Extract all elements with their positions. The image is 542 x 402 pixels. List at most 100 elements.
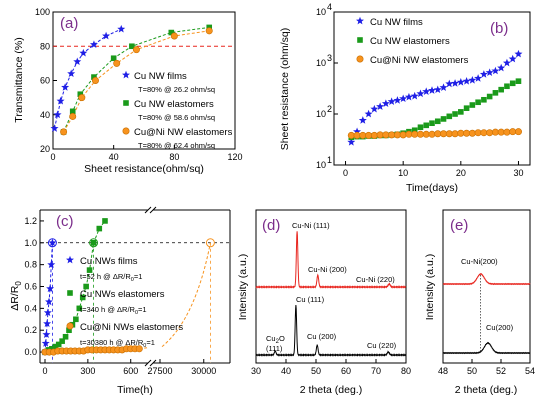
- panel-c-point-s2: [55, 341, 62, 348]
- panel-d-xtick-label: 50: [311, 366, 321, 376]
- panel-d-peak-label-cu-ni-111: Cu-Ni (111): [292, 221, 330, 230]
- panel-c-legend-entry-1: Cu NWs films: [80, 256, 138, 267]
- panel-a-ytick-label: 100: [35, 7, 50, 17]
- panel-b-point-s3: [347, 131, 355, 139]
- panel-b-point-s2: [469, 102, 476, 108]
- panel-b-point-s3: [388, 131, 396, 139]
- panel-c-point-s2: [86, 267, 93, 273]
- panel-a-point-s1: [117, 24, 126, 33]
- panel-b-xtick-label: 20: [456, 168, 466, 178]
- panel-b-ytick-exponent: 2: [327, 104, 332, 114]
- panel-b-point-s2: [446, 113, 453, 120]
- panel-a-point-s3: [78, 94, 86, 102]
- panel-c-point-s1: [42, 330, 51, 338]
- panel-b-point-s3: [434, 130, 442, 138]
- panel-b-point-s1: [422, 87, 431, 95]
- panel-a-xtick-label: 80: [169, 152, 179, 162]
- panel-a-legend-entry-2: Cu NW elastomers: [134, 99, 214, 110]
- panel-c-ytick-label: 0.0: [24, 347, 37, 357]
- panel-c-point-s1: [43, 319, 52, 328]
- panel-e-label: (e): [450, 217, 468, 234]
- panel-a-legend-marker-3: [122, 127, 130, 135]
- panel-b-ylabel: Sheet resistance (ohm/sq): [279, 28, 291, 151]
- panel-b-point-s3: [457, 129, 465, 137]
- panel-a-point-s3: [113, 59, 121, 67]
- panel-e-xlabel: 2 theta (deg.): [455, 384, 517, 396]
- panel-b-point-s2: [411, 127, 418, 134]
- panel-b-label: (b): [490, 20, 508, 37]
- panel-c-point-s2: [90, 239, 97, 246]
- panel-a-ytick-label: 60: [40, 76, 50, 86]
- panel-b-point-s1: [410, 91, 419, 100]
- panel-b-point-s1: [387, 97, 396, 105]
- panel-c-xtick-label: 30000: [191, 366, 216, 376]
- panel-a-fit-1: [54, 28, 122, 129]
- panel-b-point-s2: [417, 124, 424, 131]
- panel-a-ylabel: Transmittance (%): [13, 37, 25, 122]
- panel-b-ytick-label: 10: [316, 58, 326, 68]
- panel-b-point-s1: [364, 109, 373, 118]
- panel-c-point-s1: [47, 260, 56, 269]
- panel-b-point-s3: [463, 129, 471, 137]
- panel-c-point-s2: [59, 338, 65, 344]
- panel-c-legend-entry-2: Cu NWs elastomers: [80, 289, 165, 300]
- panel-d-xtick-label: 40: [281, 366, 291, 376]
- panel-b-point-s1: [497, 63, 506, 72]
- panel-b-point-s1: [428, 86, 436, 94]
- panel-b-legend-marker-1: [356, 16, 364, 25]
- panel-c-legend: Cu NWs films t=52 h @ ΔR/R0=1 Cu NWs ela…: [66, 255, 183, 349]
- panel-c-ytick-label: 0.6: [24, 282, 37, 292]
- panel-d-peak-label-cu-111: Cu (111): [296, 295, 325, 304]
- panel-b-point-s2: [481, 96, 487, 103]
- panel-b-point-s2: [509, 80, 516, 87]
- panel-c-xlabel: Time(h): [117, 384, 153, 396]
- panel-a-point-s2: [91, 74, 97, 80]
- panel-d-peak-label-cu-ni-200: Cu-Ni (200): [308, 265, 347, 274]
- panel-d-peak-label-cu-200: Cu (200): [307, 332, 337, 341]
- panel-b-point-s3: [353, 131, 361, 139]
- panel-b-point-s1: [370, 104, 379, 113]
- panel-b-point-s2: [429, 120, 435, 127]
- panel-b-point-s1: [474, 74, 483, 82]
- panel-a-point-s3: [69, 112, 77, 120]
- panel-b-point-s3: [359, 131, 367, 139]
- panel-b-point-s2: [452, 111, 458, 117]
- panel-a-point-s1: [67, 69, 76, 78]
- panel-b-point-s3: [411, 130, 419, 138]
- panel-c-point-s2: [96, 225, 103, 232]
- panel-e-ylabel: Intensity (a.u.): [424, 254, 436, 321]
- panel-d-ylabel: Intensity (a.u.): [237, 254, 249, 321]
- panel-b-point-s1: [358, 116, 367, 124]
- panel-d-peak-label-cu-220: Cu (220): [367, 341, 397, 350]
- panel-b-point-s1: [485, 68, 494, 76]
- panel-b-legend-entry-1: Cu NW films: [370, 17, 423, 28]
- panel-b-point-s1: [462, 76, 471, 85]
- panel-c-crossing-marker-3: [205, 238, 215, 248]
- panel-a-legend-note-3: T=80% @ 62.4 ohm/sq: [138, 141, 215, 150]
- panel-d-oxide-index: (111): [266, 344, 283, 353]
- panel-b-point-s1: [491, 66, 500, 75]
- panel-b-point-s3: [399, 131, 407, 139]
- panel-a-point-s1: [56, 96, 65, 105]
- panel-b-point-s3: [382, 131, 390, 139]
- panel-c-point-s2: [62, 333, 69, 340]
- panel-c-legend-marker-2: [67, 290, 73, 296]
- panel-b-point-s3: [445, 130, 453, 138]
- panel-b-point-s3: [480, 129, 488, 137]
- panel-a-ytick-label: 20: [40, 144, 50, 154]
- panel-c-point-s1: [48, 238, 57, 247]
- panel-b-point-s2: [486, 93, 493, 100]
- panel-a-point-s2: [168, 29, 175, 36]
- panel-b-point-s2: [515, 78, 522, 84]
- panel-d-xtick-label: 80: [401, 366, 411, 376]
- panel-c-label: (c): [56, 213, 74, 230]
- panel-c-point-s2: [73, 316, 79, 323]
- panel-c-point-s2: [79, 294, 86, 301]
- panel-a-ytick-label: 80: [40, 41, 50, 51]
- panel-d-frame: [255, 209, 407, 364]
- panel-b-legend-entry-2: Cu NW elastomers: [370, 36, 450, 47]
- panel-b-point-s2: [475, 99, 481, 106]
- panel-b-point-s1: [376, 102, 385, 110]
- panel-c-point-s1: [46, 284, 55, 293]
